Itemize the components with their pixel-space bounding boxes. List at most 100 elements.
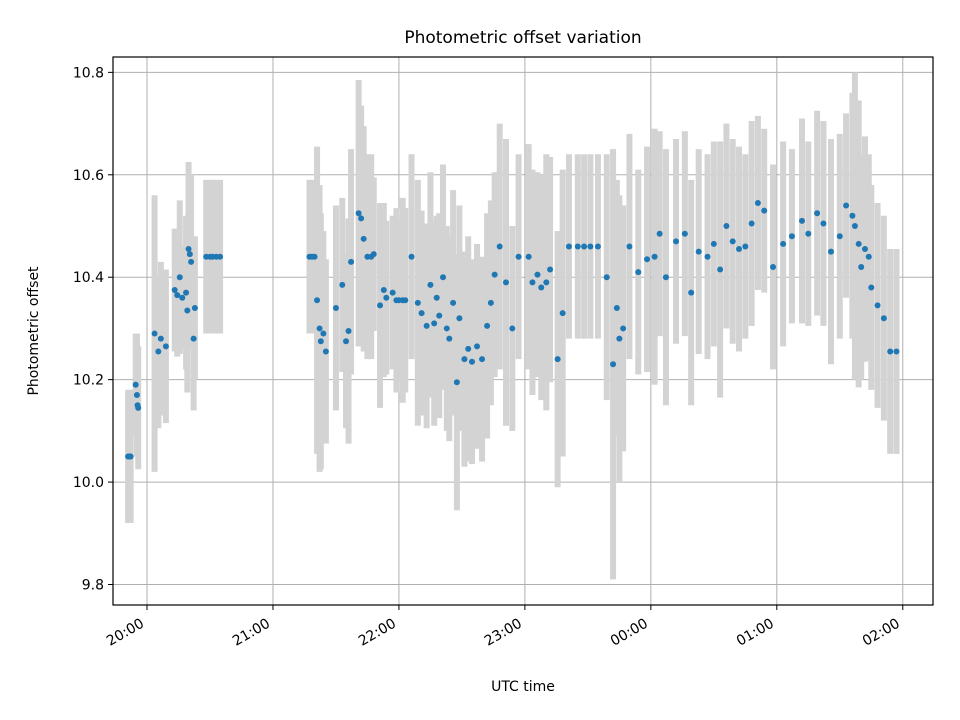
data-point [427, 281, 434, 288]
data-point [610, 361, 617, 368]
data-point [616, 335, 623, 342]
data-point [474, 343, 481, 350]
data-point [174, 292, 181, 299]
data-point [314, 297, 321, 304]
data-point [574, 243, 581, 250]
data-point [135, 404, 142, 411]
data-point [748, 220, 755, 227]
data-point [843, 202, 850, 209]
data-point [190, 335, 197, 342]
data-point [132, 381, 139, 388]
data-point [127, 453, 134, 460]
data-point [496, 243, 503, 250]
data-point [717, 266, 724, 273]
data-point [893, 348, 900, 355]
data-point [162, 343, 169, 350]
data-point [188, 258, 195, 265]
data-point [431, 320, 438, 327]
data-point [339, 281, 346, 288]
data-point [151, 330, 158, 337]
data-point [887, 348, 894, 355]
data-point [155, 348, 162, 355]
data-point [770, 263, 777, 270]
data-point [688, 289, 695, 296]
data-point [874, 302, 881, 309]
data-point [171, 287, 178, 294]
data-point [311, 253, 318, 260]
data-point [408, 253, 415, 260]
data-point [370, 251, 377, 258]
data-point [594, 243, 601, 250]
data-point [559, 310, 566, 317]
data-point [880, 315, 887, 322]
data-point [479, 356, 486, 363]
data-point [389, 289, 396, 296]
data-point [186, 251, 193, 258]
data-point [217, 253, 224, 260]
data-point [805, 230, 812, 237]
data-point [761, 207, 768, 214]
data-point [868, 284, 875, 291]
data-point [380, 287, 387, 294]
data-point [587, 243, 594, 250]
data-point [525, 253, 532, 260]
data-point [780, 240, 787, 247]
data-point [332, 304, 339, 311]
data-point [754, 199, 761, 206]
data-point [133, 392, 140, 399]
data-point [348, 258, 355, 265]
y-tick-label: 9.8 [82, 578, 104, 594]
data-point [626, 243, 633, 250]
data-point [849, 212, 856, 219]
data-point [191, 304, 198, 311]
data-point [865, 253, 872, 260]
data-point [317, 338, 324, 345]
data-point [799, 217, 806, 224]
data-point [377, 302, 384, 309]
x-axis-label: UTC time [491, 679, 555, 695]
data-point [465, 345, 472, 352]
data-point [635, 269, 642, 276]
data-point [656, 230, 663, 237]
data-point [742, 243, 749, 250]
data-point [710, 240, 717, 247]
chart-title: Photometric offset variation [404, 28, 641, 48]
y-axis-label: Photometric offset [26, 266, 42, 396]
data-point [662, 274, 669, 281]
data-point [316, 325, 323, 332]
data-point [538, 284, 545, 291]
data-point [433, 294, 440, 301]
data-point [183, 289, 190, 296]
data-point [491, 271, 498, 278]
data-point [858, 263, 865, 270]
data-point [814, 210, 821, 217]
data-point [456, 315, 463, 322]
data-point [603, 274, 610, 281]
plot-area-frame [112, 56, 934, 606]
y-tick-label: 10.0 [73, 475, 104, 491]
data-point [383, 294, 390, 301]
data-point [565, 243, 572, 250]
data-point [861, 246, 868, 253]
data-point [620, 325, 627, 332]
data-point [453, 379, 460, 386]
data-point [695, 248, 702, 255]
data-point [414, 299, 421, 306]
data-point [534, 271, 541, 278]
data-point [547, 266, 554, 273]
y-tick-label: 10.4 [73, 270, 104, 286]
y-tick-label: 10.8 [73, 65, 104, 81]
data-point [827, 248, 834, 255]
data-point [651, 253, 658, 260]
data-point [322, 348, 329, 355]
data-point [736, 246, 743, 253]
data-point [543, 279, 550, 286]
data-point [723, 223, 730, 230]
y-tick-label: 10.2 [73, 373, 104, 389]
data-point [423, 322, 430, 329]
data-point [440, 274, 447, 281]
data-point [343, 338, 350, 345]
data-point [855, 240, 862, 247]
data-point [176, 274, 183, 281]
